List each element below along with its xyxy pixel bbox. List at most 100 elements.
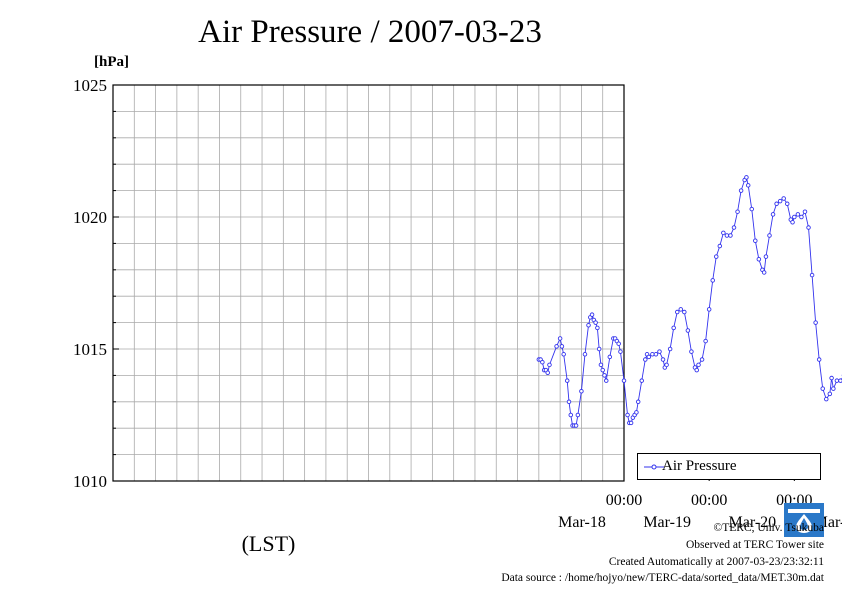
data-point <box>674 309 680 315</box>
data-point <box>761 270 767 275</box>
legend-series-marker-icon <box>644 464 664 470</box>
data-point <box>694 367 699 373</box>
data-point <box>721 230 726 236</box>
data-point <box>829 375 834 381</box>
data-point <box>664 362 669 368</box>
data-point <box>685 328 691 333</box>
x-tick-date-label: Mar-18 <box>558 514 606 531</box>
data-point <box>635 399 641 405</box>
data-point <box>604 378 609 383</box>
data-point <box>724 233 730 238</box>
data-point <box>802 209 808 214</box>
x-tick-time-label: 00:00 <box>691 492 727 509</box>
data-point <box>540 359 545 365</box>
data-point <box>596 346 602 352</box>
data-point <box>834 378 840 383</box>
x-axis-label: (LST) <box>242 531 296 556</box>
data-point <box>660 357 666 362</box>
data-point <box>706 307 712 312</box>
observed-site-text: Observed at TERC Tower site <box>685 539 824 551</box>
y-tick-label: 1010 <box>73 472 107 491</box>
data-point <box>628 420 634 426</box>
data-point <box>710 278 715 283</box>
data-point <box>717 243 723 249</box>
data-point <box>602 373 607 378</box>
data-point <box>689 349 694 354</box>
x-tick-date-label: Mar-19 <box>643 514 691 531</box>
data-point <box>634 410 639 415</box>
data-point <box>824 396 829 402</box>
data-point <box>731 225 737 230</box>
y-tick-label: 1015 <box>73 340 107 359</box>
legend-label: Air Pressure <box>662 458 737 474</box>
data-point <box>745 183 751 188</box>
data-point <box>774 201 779 207</box>
data-point <box>618 349 623 354</box>
data-point <box>744 175 749 180</box>
data-point <box>795 212 801 217</box>
y-tick-label: 1025 <box>73 76 107 95</box>
data-point <box>568 412 574 418</box>
data-point <box>806 225 811 230</box>
data-point <box>667 346 673 352</box>
data-point <box>593 320 598 325</box>
data-point <box>582 352 588 357</box>
data-point <box>831 386 836 391</box>
data-point <box>714 254 719 259</box>
data-point <box>820 386 825 391</box>
data-source-text: Data source : /home/hojyo/new/TERC-data/… <box>501 572 824 584</box>
data-point <box>790 220 795 225</box>
data-point <box>598 362 604 368</box>
data-point <box>784 201 790 207</box>
data-point <box>728 233 733 238</box>
legend: Air Pressure <box>637 453 821 480</box>
data-point <box>545 370 550 376</box>
data-point <box>777 198 783 204</box>
data-point <box>589 312 595 317</box>
data-point <box>643 357 648 362</box>
data-point <box>607 354 613 360</box>
data-point <box>586 322 591 328</box>
data-point <box>557 336 563 341</box>
data-point <box>547 362 552 368</box>
chart-title: Air Pressure / 2007-03-23 <box>198 14 542 50</box>
data-point <box>595 325 600 331</box>
data-point <box>799 214 804 220</box>
data-point <box>579 388 584 394</box>
data-point <box>653 352 659 357</box>
x-tick-date-label: Mar-20 <box>728 514 776 531</box>
data-point <box>646 354 652 360</box>
data-point <box>678 307 684 312</box>
data-point <box>696 362 701 368</box>
y-axis-unit-label: [hPa] <box>94 54 129 70</box>
y-tick-label: 1020 <box>73 208 107 227</box>
data-point <box>699 357 705 362</box>
data-point <box>657 349 662 354</box>
data-point <box>616 341 621 346</box>
data-point <box>749 206 755 212</box>
data-point <box>816 357 822 362</box>
data-point <box>767 233 772 238</box>
x-tick-time-label: 00:00 <box>606 492 642 509</box>
data-point <box>554 344 559 349</box>
data-point <box>575 412 581 418</box>
data-point <box>561 352 566 357</box>
copyright-text: ©TERC, Univ. Tsukuba <box>713 522 824 534</box>
data-point <box>650 352 655 357</box>
data-point <box>573 423 579 428</box>
data-point <box>738 188 744 193</box>
data-point <box>753 238 758 244</box>
data-point <box>703 338 708 344</box>
created-timestamp-text: Created Automatically at 2007-03-23/23:3… <box>608 556 824 568</box>
data-point <box>756 256 762 262</box>
terc-logo-icon <box>784 503 824 537</box>
data-point <box>639 378 644 383</box>
data-point <box>559 344 565 349</box>
data-point <box>564 378 570 383</box>
data-point <box>770 212 776 217</box>
data-point <box>625 412 630 418</box>
data-point <box>600 367 605 373</box>
data-point <box>566 399 572 405</box>
data-point <box>827 391 833 397</box>
